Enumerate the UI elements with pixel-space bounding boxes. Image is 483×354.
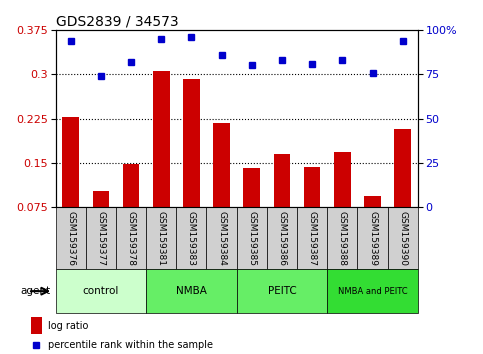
- Bar: [237, 207, 267, 269]
- Text: GSM159384: GSM159384: [217, 211, 226, 266]
- Text: GSM159377: GSM159377: [96, 211, 105, 266]
- Bar: [395, 129, 411, 207]
- Bar: [116, 207, 146, 269]
- Text: GSM159385: GSM159385: [247, 211, 256, 266]
- Bar: [183, 79, 199, 207]
- Bar: [56, 207, 86, 269]
- Bar: [357, 207, 388, 269]
- Bar: [364, 196, 381, 207]
- Bar: [304, 167, 320, 207]
- Bar: [62, 117, 79, 207]
- Text: GSM159383: GSM159383: [187, 211, 196, 266]
- Text: GSM159376: GSM159376: [66, 211, 75, 266]
- Bar: [274, 154, 290, 207]
- Bar: [123, 164, 139, 207]
- Text: GSM159388: GSM159388: [338, 211, 347, 266]
- Bar: [243, 167, 260, 207]
- Bar: [327, 269, 418, 313]
- Text: agent: agent: [21, 286, 51, 296]
- Bar: [334, 152, 351, 207]
- Text: GSM159389: GSM159389: [368, 211, 377, 266]
- Text: GDS2839 / 34573: GDS2839 / 34573: [56, 15, 178, 29]
- Bar: [56, 269, 146, 313]
- Bar: [267, 207, 297, 269]
- Bar: [213, 123, 230, 207]
- Text: GSM159386: GSM159386: [277, 211, 286, 266]
- Text: control: control: [83, 286, 119, 296]
- Bar: [327, 207, 357, 269]
- Text: GSM159390: GSM159390: [398, 211, 407, 266]
- Bar: [86, 207, 116, 269]
- Text: log ratio: log ratio: [48, 321, 88, 331]
- Text: GSM159381: GSM159381: [156, 211, 166, 266]
- Text: PEITC: PEITC: [268, 286, 297, 296]
- Bar: [31, 318, 42, 334]
- Text: percentile rank within the sample: percentile rank within the sample: [48, 341, 213, 350]
- Text: NMBA: NMBA: [176, 286, 207, 296]
- Bar: [297, 207, 327, 269]
- Bar: [93, 190, 109, 207]
- Text: GSM159387: GSM159387: [308, 211, 317, 266]
- Bar: [153, 72, 170, 207]
- Text: GSM159378: GSM159378: [127, 211, 136, 266]
- Bar: [176, 207, 207, 269]
- Bar: [237, 269, 327, 313]
- Text: NMBA and PEITC: NMBA and PEITC: [338, 287, 407, 296]
- Bar: [146, 207, 176, 269]
- Bar: [146, 269, 237, 313]
- Bar: [207, 207, 237, 269]
- Bar: [388, 207, 418, 269]
